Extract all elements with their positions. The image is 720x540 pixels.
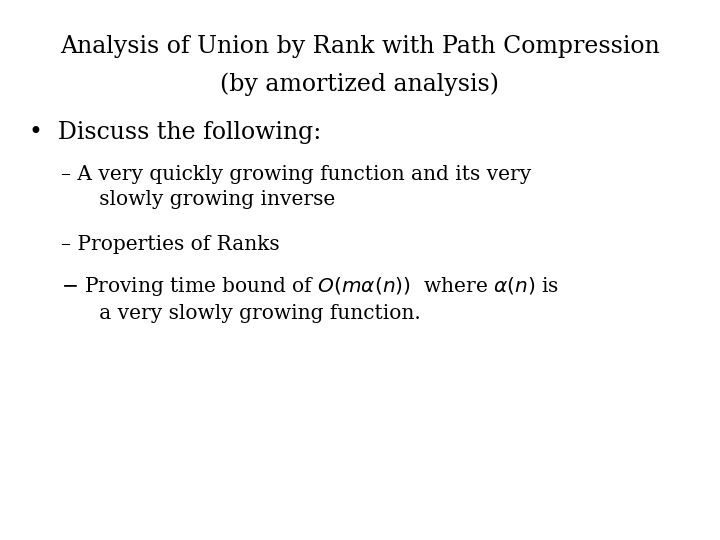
Text: Analysis of Union by Rank with Path Compression: Analysis of Union by Rank with Path Comp…	[60, 35, 660, 58]
Text: – A very quickly growing function and its very
      slowly growing inverse: – A very quickly growing function and it…	[61, 165, 531, 208]
Text: •  Discuss the following:: • Discuss the following:	[29, 122, 321, 145]
Text: – Properties of Ranks: – Properties of Ranks	[61, 235, 280, 254]
Text: (by amortized analysis): (by amortized analysis)	[220, 73, 500, 97]
Text: $-$ Proving time bound of $O(m\alpha(n))$  where $\alpha(n)$ is
      a very slo: $-$ Proving time bound of $O(m\alpha(n))…	[61, 275, 559, 323]
